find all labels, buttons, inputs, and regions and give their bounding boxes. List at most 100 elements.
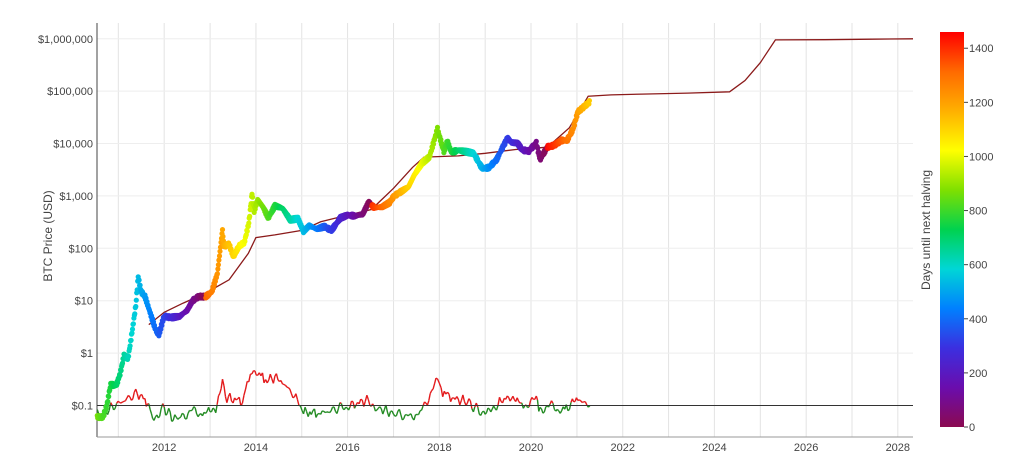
price-point bbox=[215, 266, 221, 272]
price-point bbox=[250, 194, 256, 200]
ratio-segment bbox=[219, 388, 222, 394]
ratio-segment bbox=[212, 407, 215, 410]
ratio-segment bbox=[398, 409, 402, 415]
ratio-segment bbox=[406, 414, 409, 417]
ratio-segment bbox=[168, 408, 171, 413]
ratio-segment bbox=[490, 408, 493, 413]
colorbar-gradient bbox=[940, 32, 964, 427]
ratio-segment bbox=[295, 393, 299, 400]
price-point bbox=[430, 141, 437, 147]
ratio-segment bbox=[140, 393, 143, 396]
y-tick-label: $100 bbox=[69, 243, 93, 255]
ratio-segment bbox=[339, 401, 342, 405]
colorbar-tick-label: 200 bbox=[969, 368, 987, 380]
ratio-segment bbox=[185, 413, 189, 420]
ratio-segment bbox=[280, 380, 284, 385]
price-point bbox=[127, 343, 133, 349]
ratio-segment bbox=[392, 413, 396, 417]
ratio-segment bbox=[340, 403, 344, 409]
ratio-segment bbox=[299, 405, 303, 411]
ratio-segment bbox=[516, 397, 520, 402]
ratio-segment bbox=[446, 391, 450, 395]
colorbar-tick-label: 1000 bbox=[969, 151, 993, 163]
ratio-segment bbox=[190, 409, 193, 412]
ratio-segment bbox=[518, 401, 521, 404]
ratio-segment bbox=[419, 409, 422, 412]
x-tick-label: 2028 bbox=[886, 442, 910, 454]
ratio-segment bbox=[449, 397, 453, 402]
price-point bbox=[216, 253, 223, 259]
colorbar-tick-label: 400 bbox=[969, 314, 987, 326]
price-series bbox=[94, 98, 593, 422]
ratio-segment bbox=[248, 374, 252, 382]
ratio-segment bbox=[388, 411, 392, 417]
price-point bbox=[244, 228, 250, 234]
ratio-segment bbox=[296, 399, 300, 406]
ratio-segment bbox=[531, 396, 534, 400]
ratio-segment bbox=[223, 385, 227, 397]
y-tick-label: $10,000 bbox=[53, 139, 93, 151]
colorbar-tick-label: 1400 bbox=[969, 43, 993, 55]
price-point bbox=[137, 282, 143, 288]
model-line bbox=[148, 38, 914, 326]
ratio-segment bbox=[495, 405, 499, 411]
model-line-path bbox=[148, 38, 914, 326]
price-point bbox=[126, 353, 132, 359]
ratio-segment bbox=[567, 408, 570, 412]
ratio-segment bbox=[320, 410, 323, 415]
price-point bbox=[217, 248, 223, 254]
price-point bbox=[133, 303, 139, 310]
colorbar: 0 200 400 600 800 1000 1200 1400 bbox=[940, 32, 993, 434]
ratio-segment bbox=[417, 410, 421, 415]
ratio-segment bbox=[251, 370, 255, 375]
ratio-segment bbox=[235, 398, 239, 401]
ratio-segment bbox=[261, 372, 265, 383]
ratio-segment bbox=[292, 396, 295, 399]
ratio-segment bbox=[172, 414, 176, 421]
ratio-segment bbox=[374, 409, 378, 412]
price-point bbox=[129, 330, 135, 336]
ratio-segment bbox=[343, 406, 347, 411]
ratio-segment bbox=[462, 394, 466, 402]
ratio-segment bbox=[317, 412, 320, 415]
ratio-segment bbox=[438, 382, 442, 388]
x-tick-label: 2024 bbox=[702, 442, 726, 454]
x-gridlines bbox=[117, 23, 899, 437]
ratio-segment bbox=[522, 405, 526, 409]
price-point bbox=[220, 233, 226, 240]
ratio-segment bbox=[376, 407, 379, 411]
ratio-segment bbox=[459, 400, 463, 406]
ratio-segment bbox=[149, 409, 153, 414]
ratio-segment bbox=[410, 413, 414, 419]
ratio-segment bbox=[497, 397, 501, 406]
ratio-segment bbox=[171, 419, 174, 422]
ratio-segment bbox=[204, 411, 208, 414]
price-point bbox=[106, 393, 112, 400]
ratio-segment bbox=[485, 407, 489, 413]
ratio-segment bbox=[435, 377, 438, 380]
ratio-segment bbox=[329, 410, 332, 414]
ratio-segment bbox=[501, 398, 505, 404]
x-tick-labels: 2012 2014 2016 2018 2020 2022 2024 2026 2028 bbox=[152, 442, 910, 454]
ratio-segment bbox=[216, 395, 220, 405]
ratio-segment bbox=[217, 393, 221, 397]
ratio-segment bbox=[123, 400, 126, 403]
ratio-segment bbox=[283, 383, 286, 386]
price-point bbox=[434, 124, 441, 130]
ratio-segment bbox=[290, 393, 294, 399]
ratio-segment bbox=[512, 395, 515, 400]
ratio-segment bbox=[238, 397, 242, 406]
price-point bbox=[117, 372, 123, 378]
ratio-segment bbox=[573, 400, 576, 403]
ratio-segment bbox=[552, 403, 556, 410]
ratio-segment bbox=[106, 409, 110, 415]
ratio-segment bbox=[288, 387, 291, 390]
ratio-segment bbox=[484, 411, 488, 415]
ratio-segment bbox=[215, 404, 218, 413]
price-point bbox=[129, 326, 136, 332]
ratio-segment bbox=[345, 406, 348, 409]
y-tick-label: $10 bbox=[75, 296, 93, 308]
ratio-segment bbox=[351, 400, 354, 403]
ratio-segment bbox=[177, 417, 180, 420]
price-point bbox=[216, 257, 222, 263]
